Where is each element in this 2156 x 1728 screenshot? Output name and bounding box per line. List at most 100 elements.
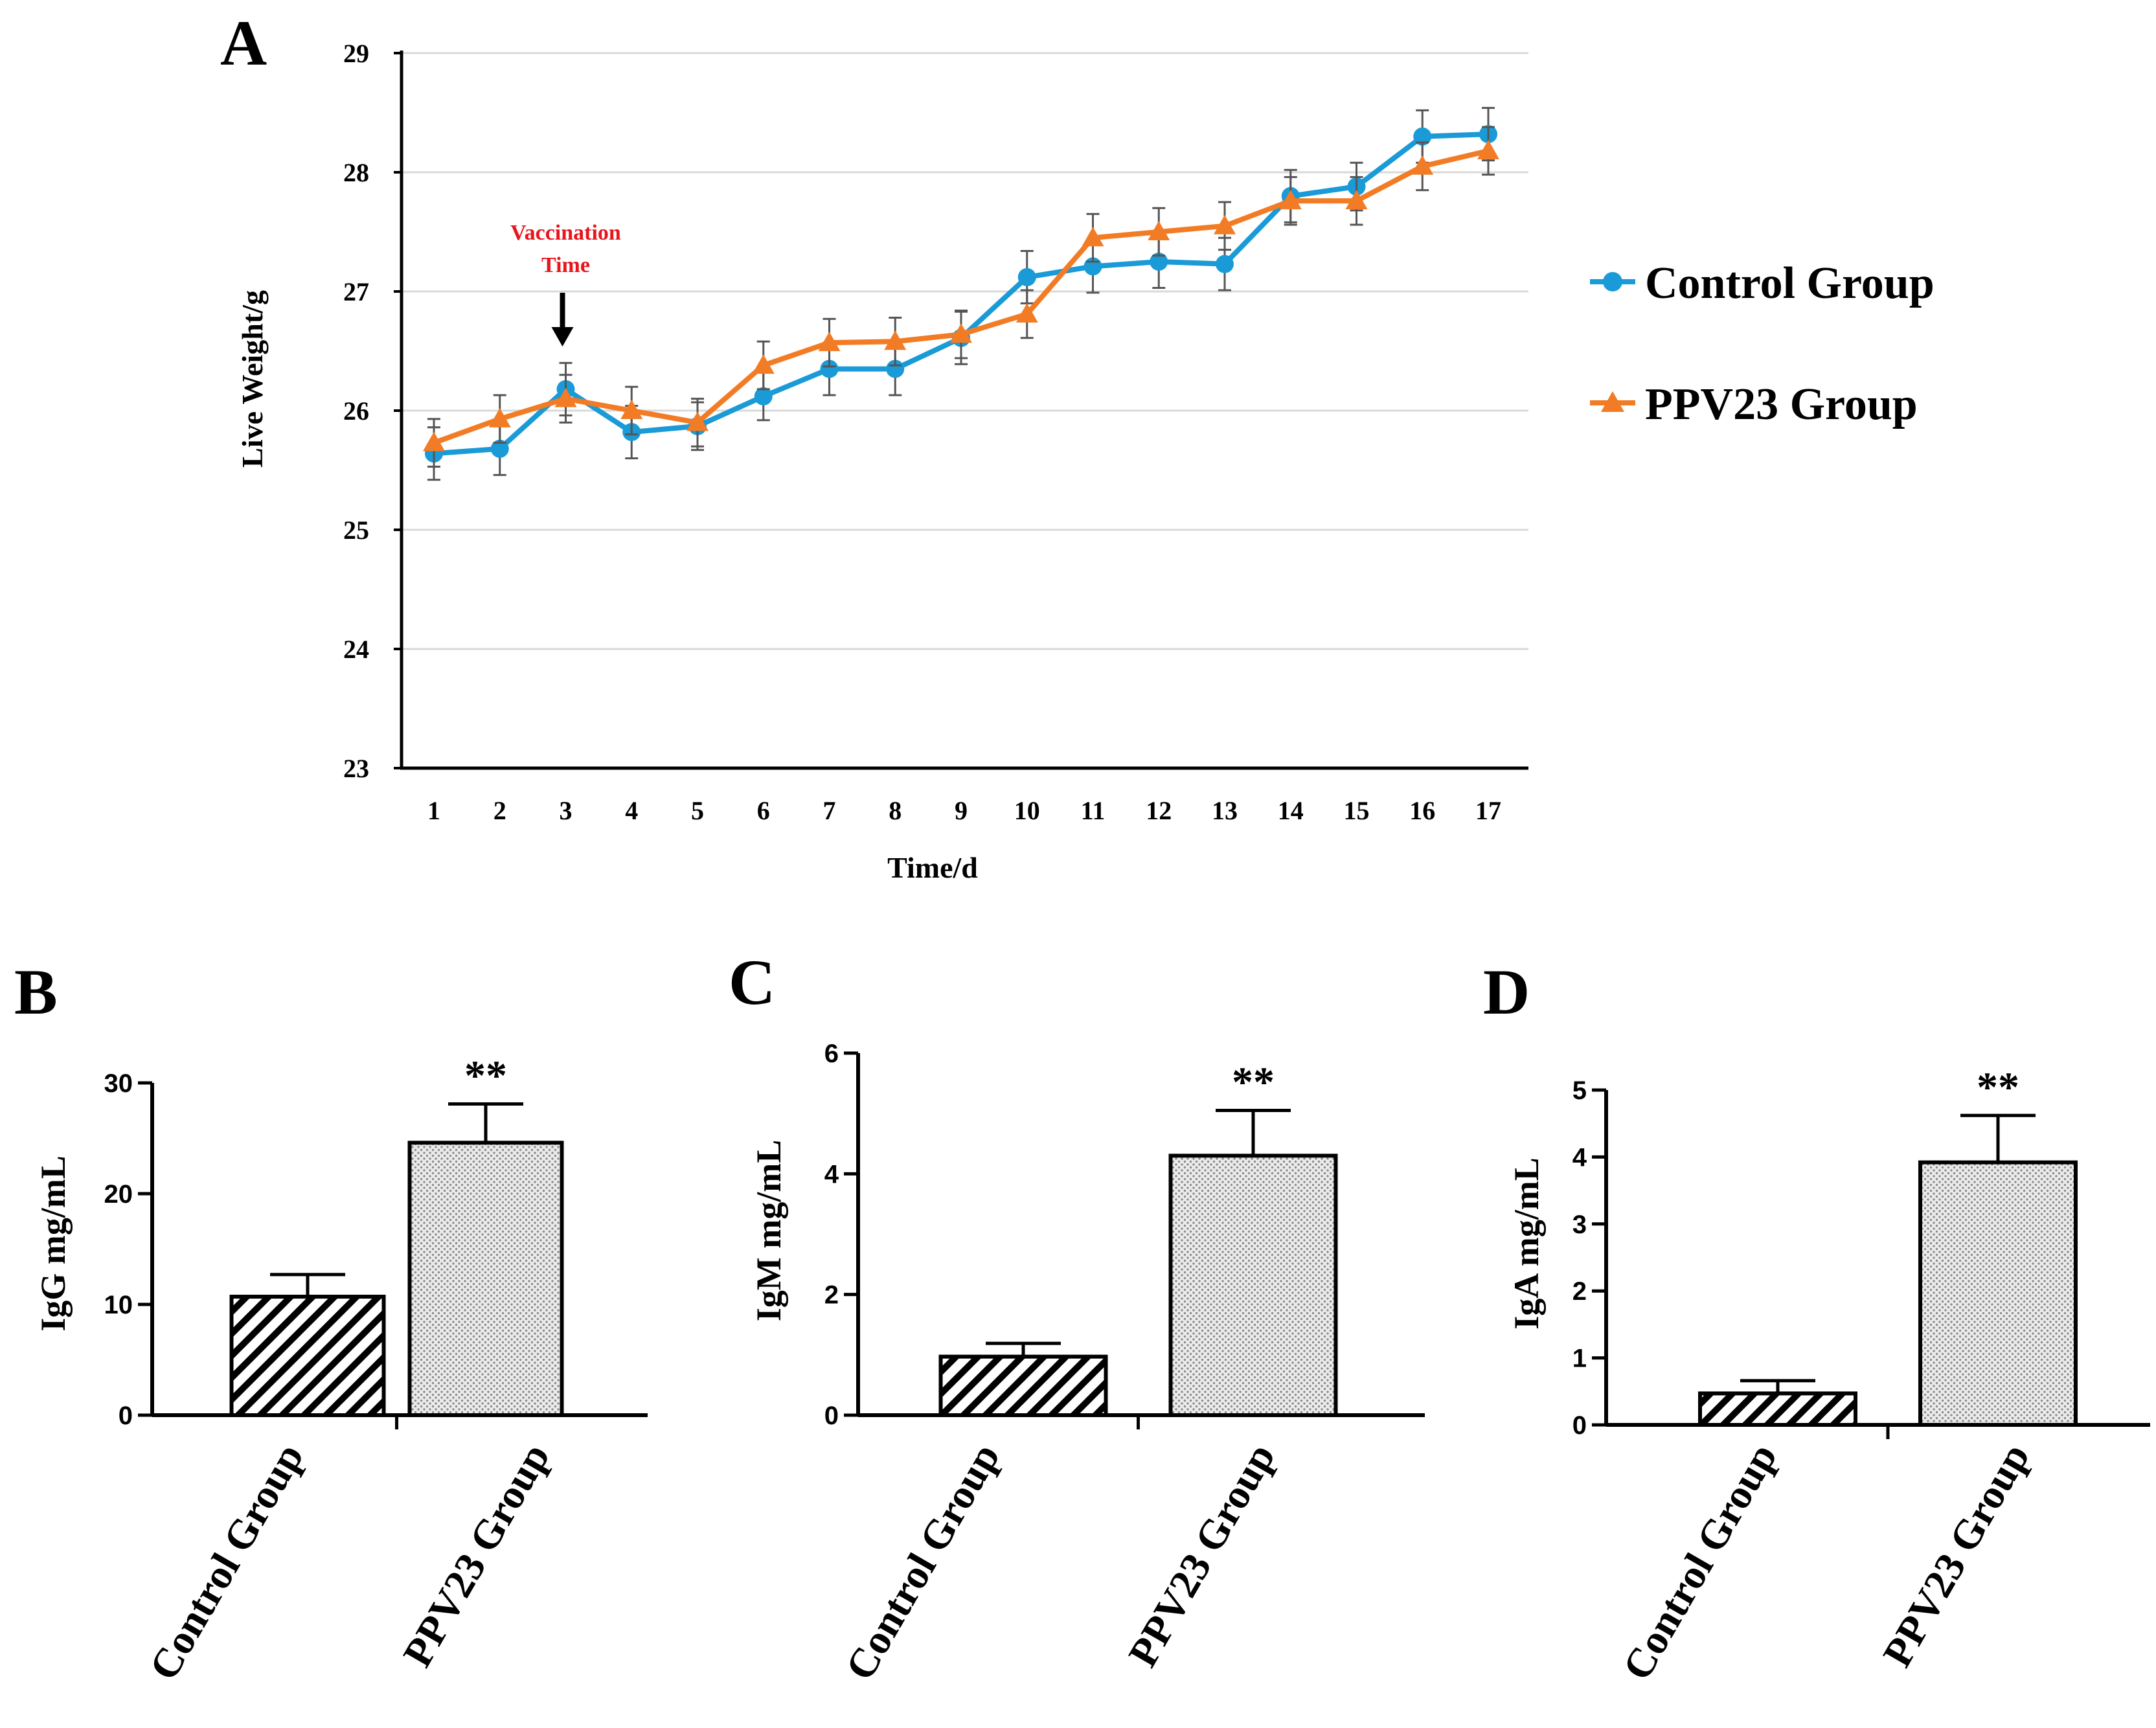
bar-chart-panel-c: IgM mg/mL 0 2 4 6 ** Control Group PPV23 Gro… bbox=[749, 1040, 1425, 1688]
data-point bbox=[1411, 155, 1434, 175]
category-label-ppv23-d: PPV23 Group bbox=[1874, 1436, 2038, 1675]
x-tick-label: 11 bbox=[1081, 796, 1106, 825]
bar-control bbox=[1698, 1391, 1857, 1427]
legend-label-ppv23: PPV23 Group bbox=[1645, 380, 1918, 429]
legend: Control Group PPV23 Group bbox=[1590, 258, 1935, 429]
x-tick-label: 12 bbox=[1146, 796, 1172, 825]
x-tick-label: 14 bbox=[1278, 796, 1304, 825]
data-point bbox=[554, 387, 577, 407]
bar-control bbox=[229, 1295, 386, 1418]
x-tick-label: 17 bbox=[1475, 796, 1501, 825]
x-axis-title: Time/d bbox=[887, 851, 978, 884]
x-tick-label: 1 bbox=[427, 796, 440, 825]
category-label-control-b: Control Group bbox=[140, 1436, 312, 1688]
y-tick-label: 10 bbox=[104, 1291, 133, 1319]
category-label-ppv23-b: PPV23 Group bbox=[394, 1436, 558, 1675]
y-tick-label: 6 bbox=[824, 1040, 839, 1068]
plot-area-d: 0 1 2 3 4 5 ** bbox=[1572, 1063, 2150, 1440]
bar-ppv23 bbox=[407, 1141, 564, 1417]
data-point bbox=[1148, 221, 1170, 240]
series-line bbox=[433, 148, 1489, 446]
x-tick-label: 16 bbox=[1409, 796, 1435, 825]
y-tick-label: 4 bbox=[824, 1160, 839, 1188]
y-tick-label: 4 bbox=[1572, 1143, 1587, 1172]
significance-marker: ** bbox=[1977, 1063, 2019, 1111]
data-point bbox=[754, 387, 773, 405]
x-tick-label: 10 bbox=[1014, 796, 1040, 825]
y-tick-label: 0 bbox=[824, 1402, 839, 1430]
y-tick-label: 26 bbox=[343, 396, 369, 426]
y-tick-label: 28 bbox=[343, 158, 369, 187]
bar-ppv23 bbox=[1918, 1160, 2078, 1427]
plot-area-c: 0 2 4 6 ** bbox=[824, 1040, 1425, 1430]
series-group bbox=[423, 107, 1499, 481]
panel-letter-c: C bbox=[729, 946, 775, 1018]
axes bbox=[394, 51, 1528, 770]
y-tick-label: 0 bbox=[119, 1402, 133, 1430]
plot-area-b: 0 10 20 30 ** bbox=[104, 1052, 648, 1430]
y-tick-label: 25 bbox=[343, 516, 369, 545]
data-point bbox=[818, 332, 841, 352]
bar-chart-panel-b: IgG mg/mL 0 10 20 30 ** Control Group PPV23 … bbox=[34, 1052, 648, 1688]
y-tick-label: 2 bbox=[1572, 1277, 1587, 1306]
x-tick-label: 2 bbox=[494, 796, 506, 825]
y-axis-title-c: IgM mg/mL bbox=[749, 1140, 788, 1321]
y-axis-title-b: IgG mg/mL bbox=[34, 1155, 73, 1332]
panel-letter-d: D bbox=[1483, 956, 1530, 1028]
data-point bbox=[820, 359, 839, 378]
legend-label-control: Control Group bbox=[1645, 258, 1935, 308]
x-tick-label: 3 bbox=[560, 796, 573, 825]
series-control bbox=[425, 107, 1497, 481]
y-tick-label: 24 bbox=[343, 635, 369, 664]
series-ppv23 bbox=[423, 126, 1499, 468]
category-label-control-c: Control Group bbox=[836, 1436, 1008, 1688]
down-arrow-icon bbox=[551, 293, 574, 347]
x-tick-label: 4 bbox=[625, 796, 638, 825]
data-point bbox=[1082, 227, 1104, 247]
vaccination-annotation: Vaccination Time bbox=[510, 221, 621, 347]
data-point bbox=[884, 330, 907, 350]
bar-ppv23 bbox=[1168, 1154, 1338, 1417]
data-point bbox=[423, 431, 445, 451]
data-point bbox=[1477, 139, 1499, 159]
x-tick-label: 9 bbox=[955, 796, 968, 825]
y-tick-label: 5 bbox=[1572, 1076, 1587, 1105]
panel-letter-b: B bbox=[14, 956, 58, 1028]
y-tick-label: 1 bbox=[1572, 1345, 1587, 1373]
y-tick-label: 30 bbox=[104, 1069, 133, 1098]
data-point bbox=[488, 407, 511, 427]
data-point bbox=[1017, 267, 1036, 286]
category-label-control-d: Control Group bbox=[1613, 1436, 1786, 1688]
data-point bbox=[1016, 302, 1038, 323]
significance-marker: ** bbox=[1232, 1059, 1275, 1106]
x-tick-labels: 1 2 3 4 5 6 7 8 9 10 11 12 13 14 15 16 17 bbox=[427, 796, 1501, 825]
significance-marker: ** bbox=[464, 1052, 507, 1099]
data-point bbox=[490, 439, 509, 458]
annotation-line-1: Vaccination bbox=[510, 221, 621, 245]
legend-marker-ppv23 bbox=[1601, 391, 1624, 412]
data-point bbox=[1413, 127, 1432, 146]
y-axis-title: Live Weight/g bbox=[236, 290, 269, 468]
annotation-line-2: Time bbox=[541, 253, 590, 277]
y-tick-label: 29 bbox=[343, 39, 369, 68]
data-point bbox=[1345, 190, 1368, 210]
data-point bbox=[1216, 255, 1234, 273]
y-tick-label: 0 bbox=[1572, 1411, 1587, 1440]
data-point bbox=[1279, 190, 1302, 210]
x-tick-label: 7 bbox=[823, 796, 836, 825]
data-point bbox=[620, 400, 643, 419]
data-point bbox=[752, 354, 775, 374]
bar-chart-panel-d: IgA mg/mL 0 1 2 3 4 5 ** Control Group PPV23 G… bbox=[1507, 1063, 2150, 1688]
category-label-ppv23-c: PPV23 Group bbox=[1119, 1436, 1284, 1675]
x-tick-label: 15 bbox=[1344, 796, 1370, 825]
data-point bbox=[687, 411, 709, 431]
bar-control bbox=[938, 1354, 1108, 1418]
panel-letter-a: A bbox=[220, 7, 267, 79]
x-tick-label: 5 bbox=[691, 796, 704, 825]
x-tick-label: 13 bbox=[1212, 796, 1238, 825]
gridlines bbox=[402, 52, 1528, 650]
data-point bbox=[950, 323, 972, 343]
x-tick-label: 6 bbox=[757, 796, 770, 825]
